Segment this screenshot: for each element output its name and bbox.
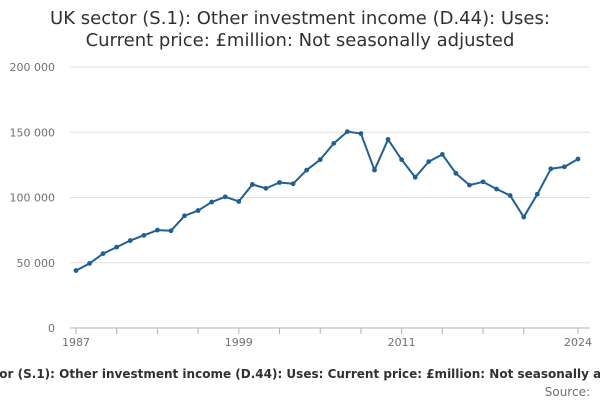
data-point-2008 bbox=[358, 131, 364, 136]
y-tick-label-4: 200 000 bbox=[10, 61, 56, 74]
x-axis: 1987 1999 2011 2024 bbox=[62, 327, 592, 349]
data-point-2009 bbox=[372, 167, 377, 173]
data-point-1998 bbox=[222, 194, 228, 200]
data-point-2022 bbox=[548, 166, 554, 172]
data-point-1994 bbox=[168, 228, 174, 234]
data-point-2006 bbox=[331, 140, 337, 146]
data-point-2001 bbox=[263, 185, 269, 191]
data-point-2002 bbox=[277, 180, 282, 185]
data-point-1989 bbox=[100, 251, 106, 257]
data-point-2011 bbox=[399, 157, 405, 163]
data-point-1995 bbox=[182, 213, 187, 219]
data-point-2021 bbox=[534, 191, 540, 197]
series-layer bbox=[73, 129, 581, 273]
y-tick-label-1: 50 000 bbox=[17, 257, 56, 270]
data-point-2014 bbox=[439, 152, 445, 157]
data-point-2020 bbox=[521, 214, 527, 220]
x-tick-label-3: 2024 bbox=[564, 336, 592, 349]
chart-title-line-2: Current price: £million: Not seasonally … bbox=[86, 30, 515, 51]
data-point-2023 bbox=[562, 164, 567, 170]
data-point-1996 bbox=[195, 208, 201, 213]
y-tick-label-0: 0 bbox=[48, 322, 55, 335]
data-point-2010 bbox=[385, 137, 391, 142]
chart-title-line-1: UK sector (S.1): Other investment income… bbox=[50, 8, 550, 29]
data-point-2005 bbox=[317, 157, 323, 163]
data-point-2016 bbox=[467, 182, 472, 188]
data-point-1997 bbox=[209, 199, 215, 205]
data-point-2015 bbox=[453, 170, 459, 176]
data-point-2019 bbox=[507, 193, 513, 198]
y-axis-ticks: 0 50 000 100 000 150 000 200 000 bbox=[10, 61, 56, 335]
x-tick-label-1: 1999 bbox=[225, 336, 253, 349]
data-point-2004 bbox=[304, 167, 310, 173]
legend-entry: UK sector (S.1): Other investment income… bbox=[0, 367, 600, 381]
data-point-2017 bbox=[480, 179, 486, 185]
series-line-0 bbox=[75, 130, 579, 272]
data-point-2007 bbox=[344, 129, 350, 134]
data-point-2013 bbox=[426, 159, 432, 165]
y-tick-label-3: 150 000 bbox=[10, 126, 56, 139]
data-point-2000 bbox=[249, 182, 255, 187]
source-label: Source: bbox=[545, 385, 590, 399]
x-tick-label-0: 1987 bbox=[62, 336, 90, 349]
data-point-1992 bbox=[141, 232, 147, 238]
data-point-1993 bbox=[155, 227, 160, 233]
data-point-2003 bbox=[290, 181, 296, 187]
data-point-1987 bbox=[73, 268, 79, 273]
data-point-1988 bbox=[87, 261, 92, 266]
data-point-1999 bbox=[236, 199, 242, 204]
gridlines bbox=[70, 66, 590, 264]
data-point-1990 bbox=[114, 244, 120, 250]
data-point-2012 bbox=[412, 174, 418, 180]
data-point-2024 bbox=[575, 156, 581, 162]
y-tick-label-2: 100 000 bbox=[10, 192, 56, 205]
data-point-1991 bbox=[127, 238, 133, 243]
data-point-2018 bbox=[494, 186, 499, 192]
x-tick-label-2: 2011 bbox=[388, 336, 416, 349]
